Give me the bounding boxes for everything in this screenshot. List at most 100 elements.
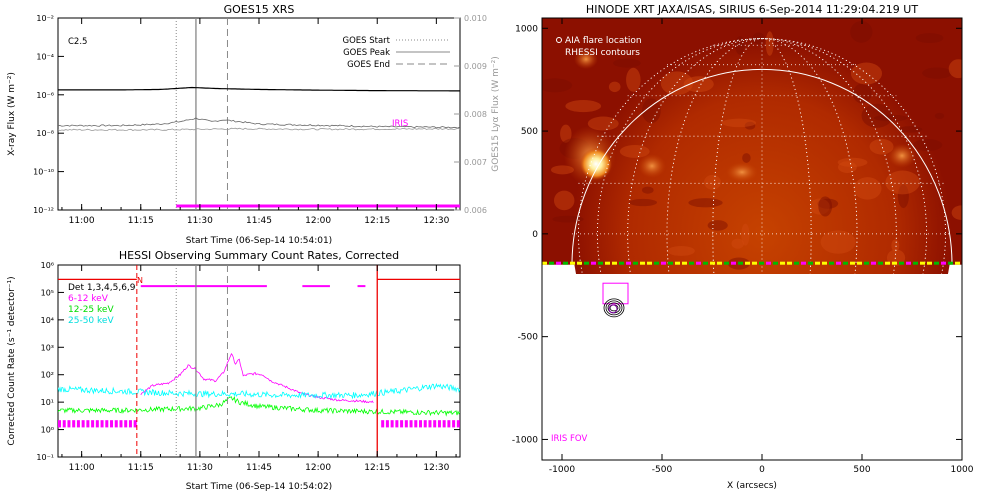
xrt-xtick-label-4: 1000 — [951, 465, 974, 475]
xrt-bright-region — [580, 147, 612, 180]
xrt-edge-stripe — [941, 261, 946, 265]
xrt-texture-blob — [619, 144, 650, 158]
xrt-edge-stripe — [584, 261, 589, 265]
xrt-active-region — [638, 154, 666, 179]
hessi-night-block — [100, 420, 104, 428]
xrt-edge-stripe — [647, 261, 652, 265]
xrt-edge-stripe — [710, 261, 715, 265]
xrt-edge-stripe — [787, 261, 792, 265]
xrt-edge-stripe — [689, 261, 694, 265]
goes-ytick-label-5: 10⁻² — [36, 14, 54, 23]
xrt-texture-blob — [721, 118, 757, 128]
xrt-ytick-label-1: -500 — [518, 333, 539, 343]
hessi-xtick-label-1: 11:15 — [128, 463, 154, 473]
hessi-night-block — [133, 420, 137, 428]
xrt-edge-stripe — [822, 261, 827, 265]
goes-xtick-label-2: 11:30 — [187, 216, 213, 226]
goes-series-1 — [58, 117, 460, 129]
xrt-title: HINODE XRT JAXA/ISAS, SIRIUS 6-Sep-2014 … — [586, 3, 918, 16]
goes-legend: GOES Start GOES Peak GOES End — [342, 36, 450, 70]
goes-ylabel-right: GOES15 Lyα Flux (W m⁻²) — [491, 56, 501, 172]
xrt-texture-blob — [542, 78, 573, 93]
hessi-panel: HESSI Observing Summary Count Rates, Cor… — [7, 249, 461, 492]
xrt-edge-stripe — [696, 261, 701, 265]
hessi-series-2 — [58, 382, 460, 400]
xrt-texture-blob — [560, 124, 572, 143]
goes-legend-end: GOES End — [347, 60, 390, 70]
hessi-plot-frame — [57, 264, 461, 458]
xrt-legend: AIA flare location RHESSI contours — [556, 36, 642, 58]
xrt-overlay — [542, 38, 960, 318]
goes-ytick-right-label-1: 0.007 — [464, 158, 487, 167]
xrt-edge-stripe — [955, 261, 960, 265]
goes-title: GOES15 XRS — [224, 3, 295, 16]
goes-ytick-label-1: 10⁻¹⁰ — [33, 168, 54, 177]
xrt-texture-blob — [552, 215, 584, 223]
xrt-texture-blob — [891, 239, 900, 252]
xrt-edge-stripe — [675, 261, 680, 265]
goes-xtick-label-6: 12:30 — [423, 216, 449, 226]
xrt-edge-stripe — [626, 261, 631, 265]
hessi-night-block — [419, 420, 423, 428]
hessi-night-block — [95, 420, 99, 428]
xrt-edge-stripe — [717, 261, 722, 265]
hessi-night-block — [381, 420, 385, 428]
hessi-xtick-label-5: 12:15 — [364, 463, 390, 473]
xrt-annotation-iris-fov: IRIS FOV — [551, 434, 587, 444]
xrt-xtick-label-0: -1000 — [549, 465, 575, 475]
xrt-edge-stripe — [920, 261, 925, 265]
hessi-night-block — [437, 420, 441, 428]
hessi-night-block — [390, 420, 394, 428]
xrt-edge-stripe — [927, 261, 932, 265]
xrt-plot-frame — [541, 17, 963, 461]
xrt-edge-stripe — [794, 261, 799, 265]
hessi-ytick-label-6: 10⁵ — [41, 288, 54, 297]
goes-plot-area — [58, 18, 460, 210]
hessi-night-block — [86, 420, 90, 428]
goes-annotation-class: C2.5 — [68, 37, 87, 47]
hessi-night-block — [452, 420, 456, 428]
hessi-annotation-n: N — [137, 276, 143, 285]
hessi-ytick-label-1: 10⁰ — [41, 426, 54, 435]
xrt-edge-stripe — [850, 261, 855, 265]
hessi-legend-6-12: 6-12 keV — [68, 294, 109, 304]
xrt-xtick-label-2: 0 — [759, 465, 765, 475]
hessi-night-block — [428, 420, 432, 428]
xrt-edge-stripe — [640, 261, 645, 265]
xrt-edge-stripe — [780, 261, 785, 265]
xrt-xlabel: X (arcsecs) — [727, 481, 777, 491]
xrt-texture-blob — [765, 31, 774, 56]
xrt-longitude-line — [597, 38, 927, 274]
goes-ytick-right-label-0: 0.006 — [464, 206, 487, 215]
hessi-night-block — [456, 420, 460, 428]
xrt-longitude-line — [578, 38, 946, 274]
xrt-edge-stripe — [752, 261, 757, 265]
xrt-rhessi-contour-3 — [603, 298, 625, 318]
xrt-ytick-label-4: 1000 — [515, 24, 538, 34]
xrt-edge-stripe — [605, 261, 610, 265]
goes-series-2 — [58, 127, 460, 131]
xrt-edge-stripe — [843, 261, 848, 265]
xrt-texture-blob — [744, 121, 756, 130]
xrt-panel: HINODE XRT JAXA/ISAS, SIRIUS 6-Sep-2014 … — [512, 3, 974, 491]
hessi-xlabel: Start Time (06-Sep-14 10:54:02) — [186, 482, 332, 492]
goes-ytick-right-label-4: 0.010 — [464, 14, 487, 23]
hessi-night-block — [81, 420, 85, 428]
xrt-edge-stripe — [906, 261, 911, 265]
xrt-texture-blob — [820, 230, 856, 254]
xrt-texture-blob — [704, 174, 722, 190]
goes-series-0 — [58, 86, 460, 92]
hessi-night-block — [76, 420, 80, 428]
xrt-texture-blob — [809, 198, 830, 215]
hessi-night-block — [67, 420, 71, 428]
xrt-edge-stripe — [633, 261, 638, 265]
xrt-texture-blob — [915, 33, 944, 44]
hessi-legend-12-25: 12-25 keV — [68, 305, 114, 315]
xrt-edge-stripe — [857, 261, 862, 265]
hessi-legend-25-50: 25-50 keV — [68, 316, 114, 326]
xrt-edge-stripe — [724, 261, 729, 265]
xrt-edge-stripe — [801, 261, 806, 265]
hessi-xtick-label-6: 12:30 — [423, 463, 449, 473]
hessi-axes: 11:00 11:15 11:30 11:45 12:00 12:15 12:30 10⁻¹ 1… — [36, 261, 460, 473]
